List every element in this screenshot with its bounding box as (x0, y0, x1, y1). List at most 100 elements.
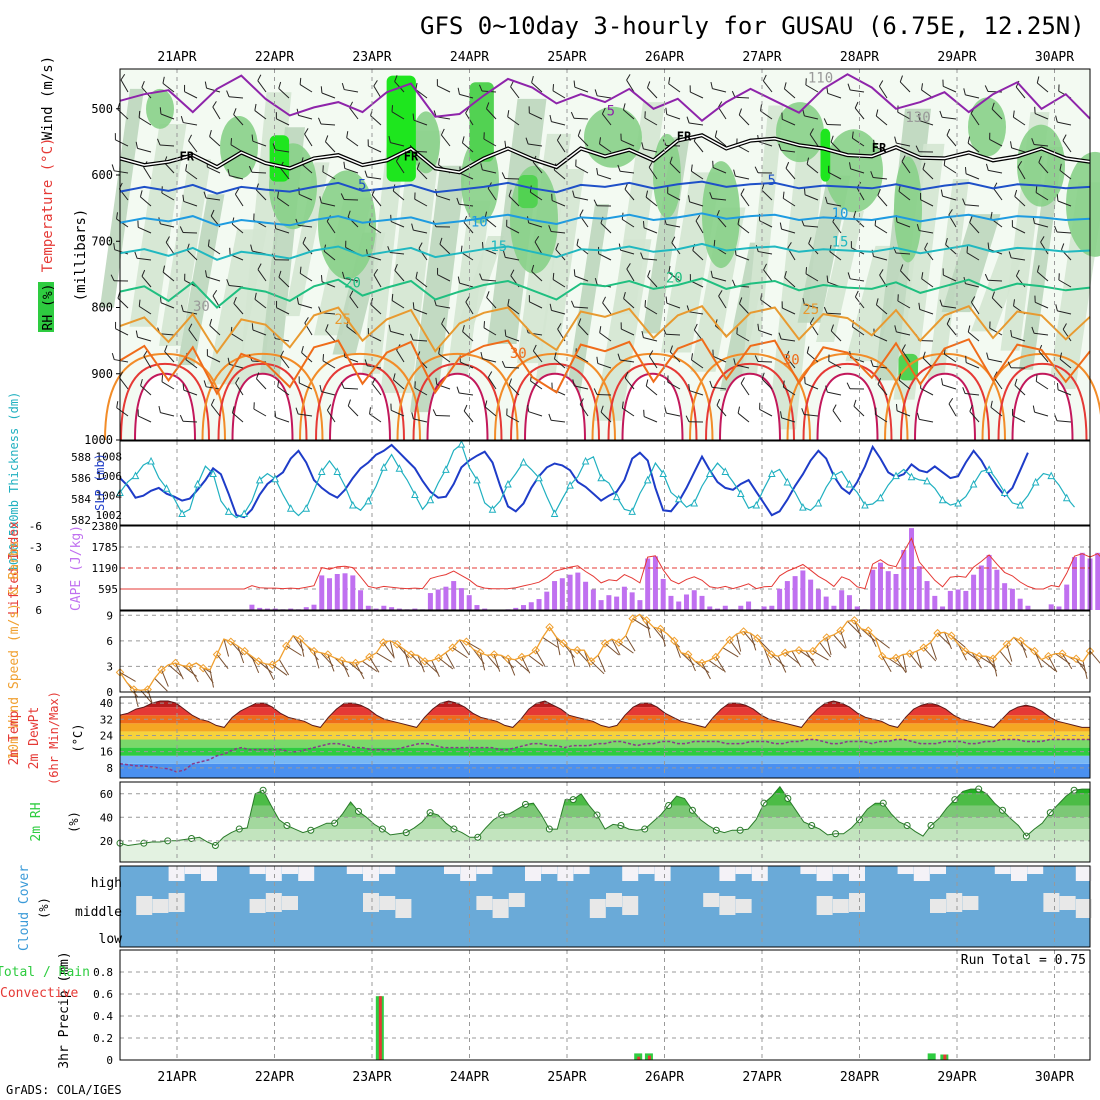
wind-barb-feather (596, 167, 599, 175)
wind-barb (942, 268, 957, 282)
wind-barb-feather (532, 344, 537, 352)
wind-barb-feather (916, 412, 920, 420)
high-cloud-gap (298, 866, 315, 881)
surface-wind-barb (1034, 650, 1043, 668)
wind-barb (918, 113, 934, 126)
wind-barb-feather (985, 163, 989, 171)
wind-barb (898, 373, 911, 390)
contour-label: FR (872, 141, 887, 155)
cape-bar (955, 589, 961, 610)
rh-band (120, 840, 1090, 862)
wind-barb (180, 115, 198, 126)
wind-barb-staff (713, 355, 727, 363)
cape-bar (978, 565, 984, 610)
thickness-point (333, 467, 342, 475)
contour-label: 110 (808, 70, 833, 86)
temp-tick-label: 16 (100, 746, 113, 759)
cape-bar (924, 581, 930, 610)
wind-barb-staff (993, 377, 1003, 390)
thickness-point (1000, 488, 1009, 496)
wind-barb (1031, 138, 1049, 147)
surface-wind-barb (1047, 655, 1058, 673)
wind-barb-feather (712, 349, 714, 357)
wind-barb-feather (688, 383, 691, 391)
contour-label: 20 (666, 270, 683, 286)
surface-wind-barb-staff (798, 649, 815, 661)
wind-barb-feather (1012, 110, 1015, 118)
thickness-point (395, 464, 404, 472)
wind-speed-line (119, 613, 1091, 691)
wind-barb-feather (898, 373, 902, 381)
wind-barb (801, 408, 819, 417)
wind-axis-label-surface: 10m Wind Speed (m/s) & Barbs (7, 540, 22, 759)
rh-tick-label: 40 (100, 811, 113, 824)
contour-label: 10 (832, 206, 849, 222)
temperature-contour (1011, 372, 1074, 441)
wind-barb-staff (782, 307, 796, 315)
temp-band (120, 755, 1090, 764)
rh-streak (816, 210, 864, 342)
wind-barb-staff (182, 420, 198, 423)
wind-barb-staff (575, 354, 589, 363)
wind-barb (804, 376, 819, 390)
wind-barb (325, 324, 336, 342)
wind-barb (510, 80, 520, 99)
temperature-contour (591, 352, 714, 441)
wind-barb-staff (735, 364, 750, 369)
wind-barb-staff (395, 160, 405, 174)
middle-cloud-gap (395, 899, 412, 918)
wind-barb-staff (919, 230, 934, 234)
high-cloud-gap (249, 866, 266, 874)
wind-barb-staff (161, 381, 175, 390)
middle-cloud-gap (265, 893, 282, 912)
wind-barb (600, 405, 612, 423)
cape-bar (614, 596, 620, 610)
thickness-point (535, 473, 543, 482)
high-cloud-gap (265, 866, 282, 881)
wind-barb (599, 137, 612, 153)
wind-barb-staff (850, 278, 865, 282)
surface-wind-barb-staff (819, 642, 832, 658)
wind-barb-feather (939, 110, 943, 118)
wind-barb-staff (943, 164, 957, 174)
wind-barb-feather (501, 360, 506, 368)
wind-barb (205, 270, 221, 282)
wind-barb (391, 105, 405, 120)
wind-barb (763, 263, 773, 282)
wind-barb-feather (809, 128, 814, 135)
cape-bar (552, 581, 558, 610)
wind-barb-staff (463, 410, 474, 423)
wind-barb-feather (1036, 76, 1040, 84)
wind-barb (736, 327, 750, 342)
cape-bar (606, 595, 612, 610)
wind-barb-staff (416, 168, 428, 180)
wind-barb-feather (921, 83, 924, 91)
wind-barb (690, 164, 704, 180)
wind-barb-staff (276, 118, 290, 126)
wind-barb-staff (321, 391, 336, 396)
wind-barb-feather (435, 377, 438, 385)
wind-barb-staff (207, 166, 221, 174)
surface-wind-barb-staff (251, 655, 260, 673)
wind-barb-staff (554, 358, 566, 369)
wind-barb-staff (648, 355, 658, 369)
wind-barb-feather (875, 109, 879, 117)
surface-wind-barb-staff (188, 666, 199, 683)
wind-barb-staff (483, 138, 497, 147)
wind-barb-staff (1059, 169, 1072, 180)
wind-barb-feather (731, 279, 736, 287)
surface-wind-barb (362, 660, 378, 673)
wind-barb-feather (948, 209, 953, 216)
wind-barb-feather (712, 160, 714, 168)
surface-wind-barb-staff (646, 620, 651, 639)
surface-wind-barb-staff (216, 654, 229, 669)
cloud-level-label: high (91, 876, 122, 891)
wind-barb (963, 88, 980, 99)
wind-barb (411, 412, 428, 423)
run-total-label: Run Total = 0.75 (961, 953, 1086, 968)
wind-barb-feather (114, 133, 116, 140)
cape-bar (800, 570, 806, 610)
surface-wind-barb (853, 620, 862, 638)
wind-barb (162, 265, 175, 282)
surface-wind-barb-staff (514, 659, 529, 672)
